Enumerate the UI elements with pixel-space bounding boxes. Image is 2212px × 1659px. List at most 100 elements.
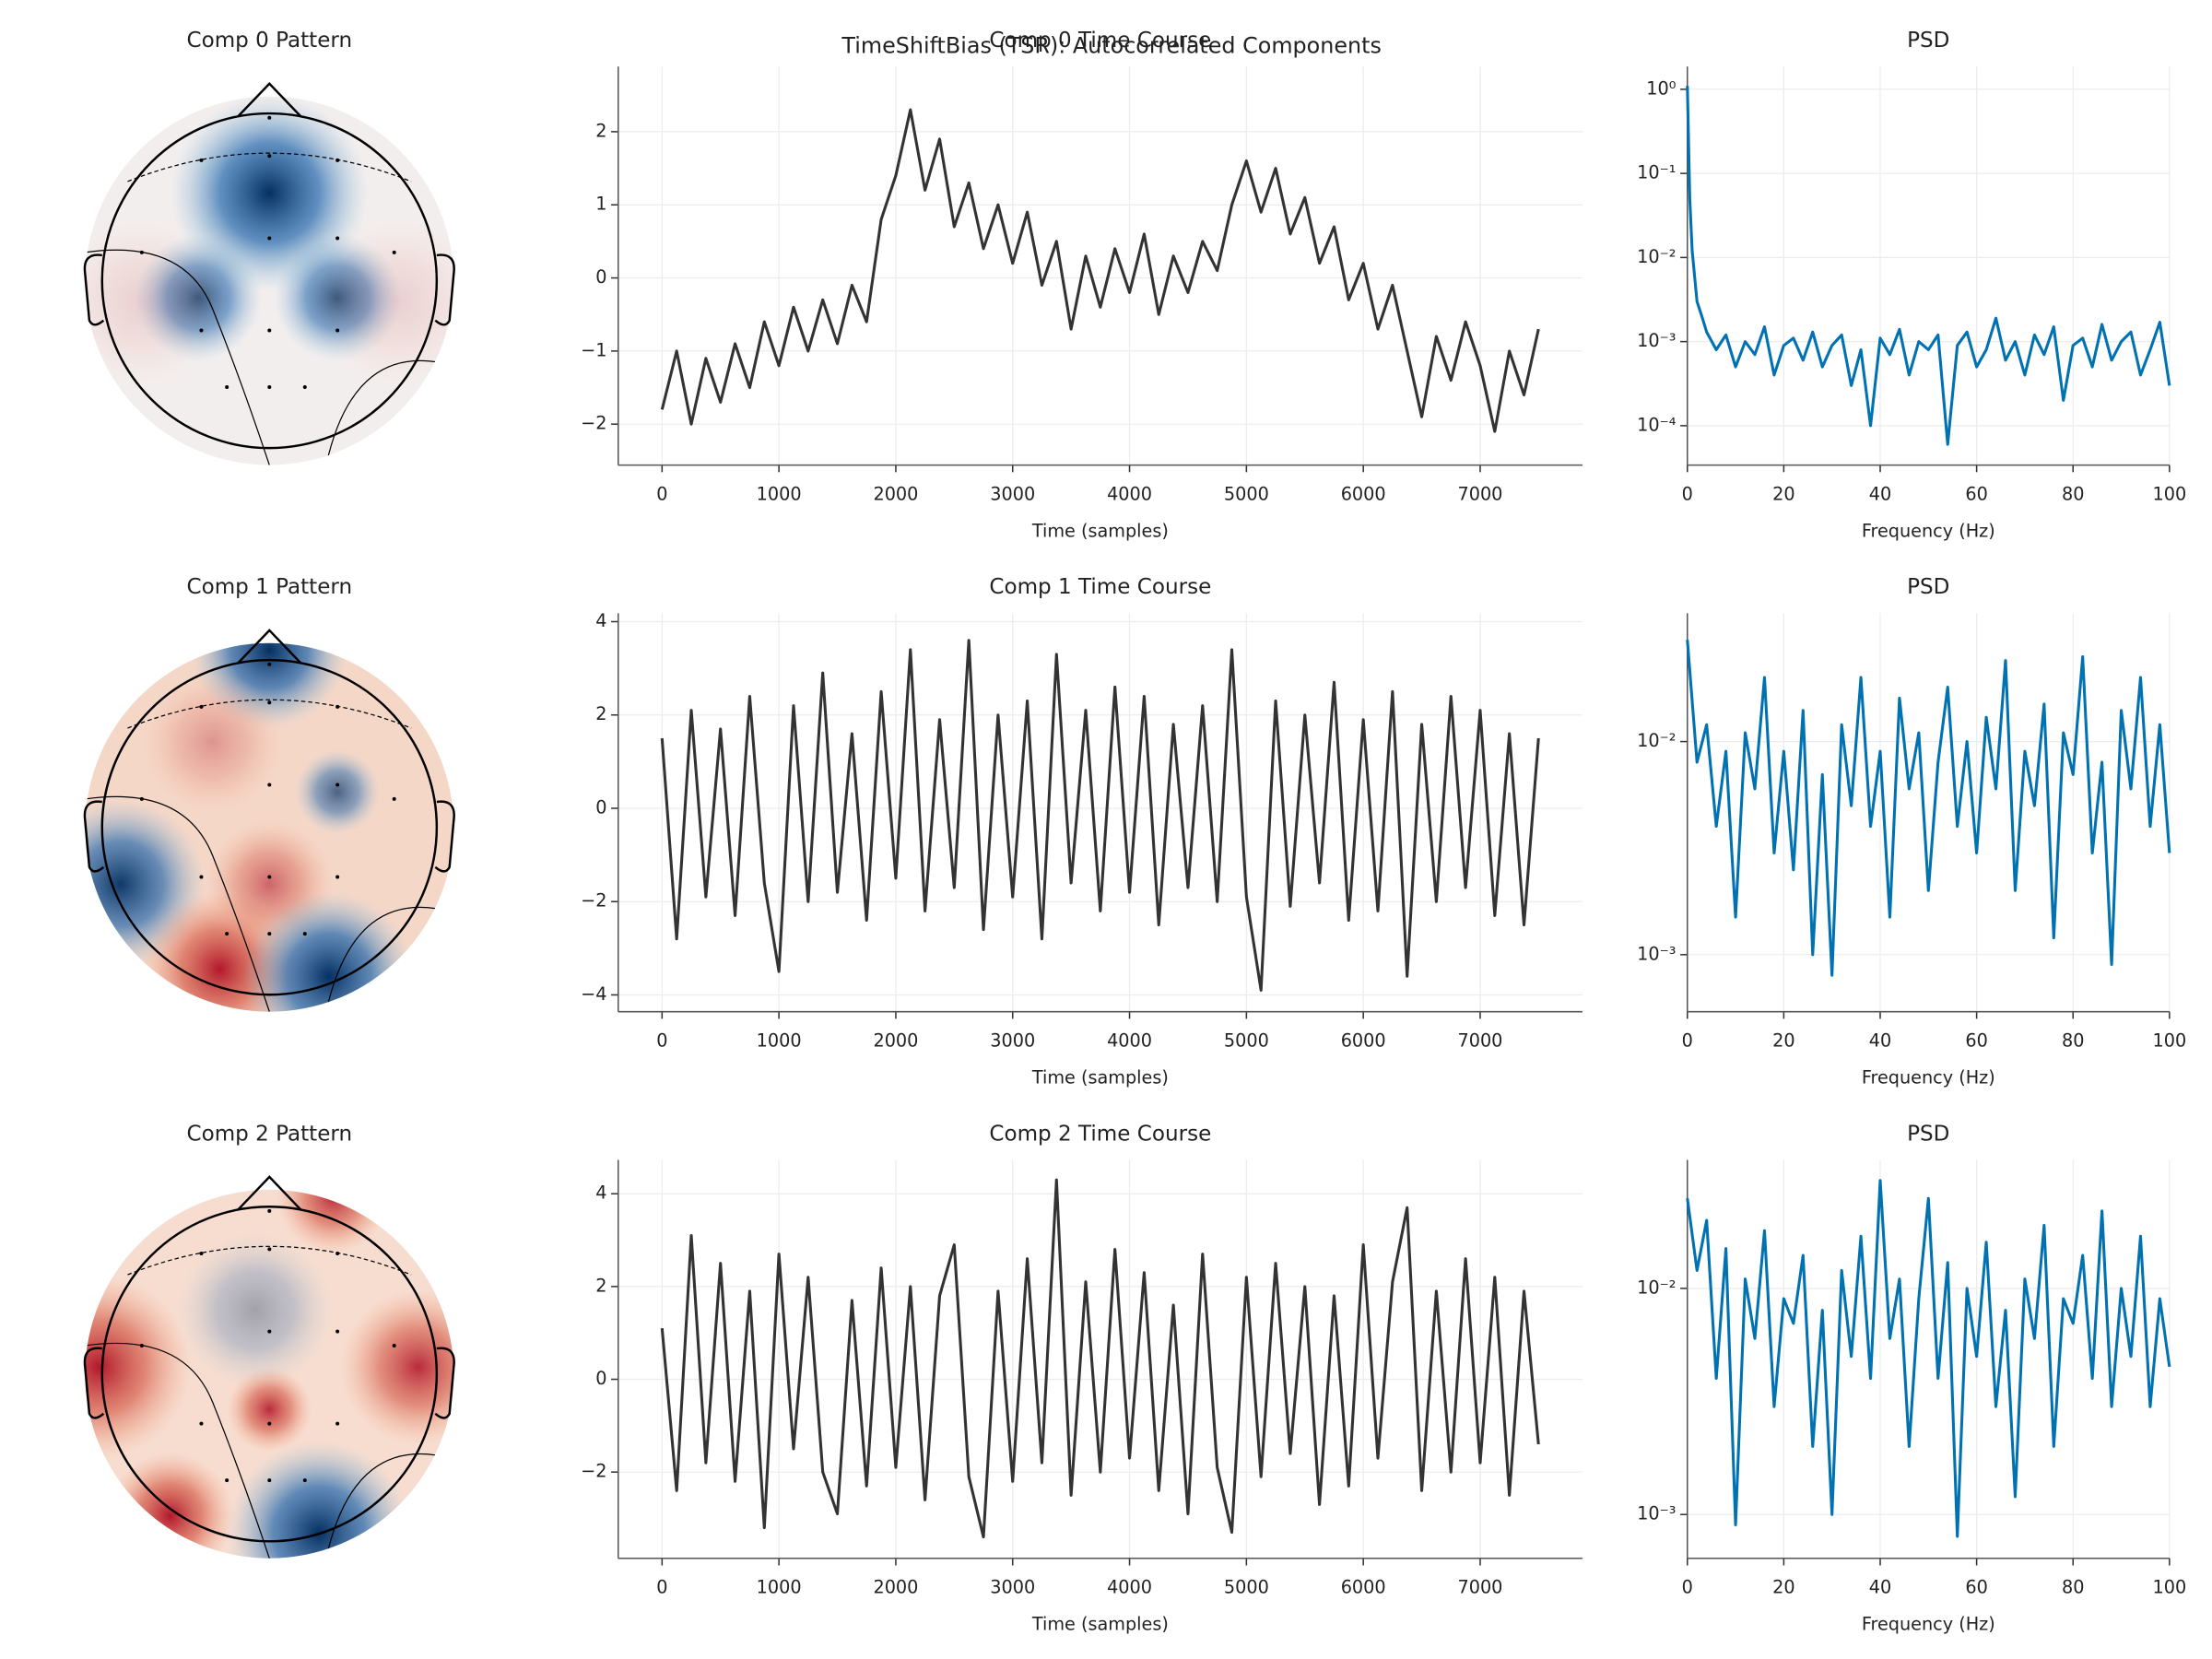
field-blob (177, 1231, 334, 1389)
x-tick-label: 0 (656, 483, 667, 504)
y-tick-label: −2 (581, 413, 606, 434)
head-outline (100, 658, 439, 996)
sensor (225, 385, 229, 390)
topomap (83, 81, 455, 465)
sensor (199, 1421, 204, 1426)
data-line (1686, 640, 2171, 977)
sensor (267, 662, 272, 666)
ear (434, 800, 455, 873)
sensor (199, 875, 204, 879)
sensor (392, 1344, 396, 1347)
x-tick-label: 3000 (990, 483, 1035, 504)
sensor (199, 328, 204, 333)
contour (127, 699, 412, 729)
sensor (335, 1421, 340, 1426)
field-blob (141, 671, 284, 814)
data-line (660, 639, 1540, 992)
x-tick-label: 0 (656, 1030, 667, 1052)
y-tick-label: −2 (581, 1461, 606, 1482)
x-axis-label: Time (samples) (1031, 520, 1169, 541)
x-tick-label: 0 (1682, 483, 1693, 504)
data-line (660, 1178, 1540, 1539)
sensor (267, 1247, 272, 1252)
sensor (335, 782, 340, 787)
y-tick-label: 10⁰ (1646, 77, 1676, 99)
chart-title: Comp 2 Pattern (186, 1122, 352, 1146)
y-tick-label: 10⁻² (1637, 730, 1676, 751)
x-axis-label: Time (samples) (1031, 1067, 1169, 1088)
y-tick-label: −2 (581, 890, 606, 912)
ear (434, 253, 455, 326)
sensor (335, 328, 340, 333)
x-tick-label: 0 (656, 1577, 667, 1598)
field-blob (243, 890, 415, 1012)
x-tick-label: 3000 (990, 1030, 1035, 1052)
topomap-field (85, 1189, 454, 1559)
sensor (199, 704, 204, 709)
data-line (660, 108, 1540, 433)
x-tick-label: 100 (2153, 483, 2187, 504)
field-blob (85, 1275, 192, 1460)
topomap (83, 629, 455, 1012)
data-line (1686, 1179, 2171, 1538)
sensor (225, 932, 229, 936)
field-blob (312, 217, 454, 388)
suptitle: TimeShiftBias (TSR): Autocorrelated Comp… (841, 32, 1381, 58)
chart-title: Comp 2 Time Course (989, 1122, 1211, 1146)
x-tick-label: 1000 (757, 483, 802, 504)
contour (85, 249, 270, 465)
y-tick-label: 4 (595, 610, 606, 631)
x-tick-label: 4000 (1107, 1030, 1152, 1052)
y-tick-label: 10⁻³ (1637, 943, 1676, 964)
field-blob (85, 217, 228, 388)
x-tick-label: 4000 (1107, 1577, 1152, 1598)
chart-title: Comp 1 Time Course (989, 575, 1211, 599)
y-tick-label: 10⁻³ (1637, 1503, 1676, 1524)
x-tick-label: 5000 (1224, 1577, 1269, 1598)
sensor (392, 250, 396, 254)
x-tick-label: 80 (2062, 483, 2084, 504)
sensor (302, 1478, 307, 1483)
sensor (267, 1329, 272, 1334)
x-axis-label: Frequency (Hz) (1862, 1614, 1995, 1635)
y-tick-label: 4 (595, 1182, 606, 1204)
x-tick-label: 3000 (990, 1577, 1035, 1598)
axes: 0 1000 2000 3000 4000 5000 6000 7000 −2 0 2 4 Time (… (581, 1159, 1583, 1635)
y-tick-label: 0 (595, 796, 606, 818)
x-axis-label: Time (samples) (1031, 1614, 1169, 1635)
sensor (199, 1252, 204, 1255)
sensor (267, 385, 272, 390)
x-tick-label: 80 (2062, 1577, 2084, 1598)
topomap (83, 1175, 455, 1559)
x-tick-label: 20 (1772, 1577, 1794, 1598)
sensor (302, 932, 307, 936)
chart-title: PSD (1907, 575, 1949, 599)
x-tick-label: 7000 (1458, 483, 1503, 504)
x-tick-label: 1000 (757, 1030, 802, 1052)
axes: 0 20 40 60 80 100 10⁻² 10⁻³ Frequency (Hz) (1637, 613, 2186, 1088)
x-tick-label: 6000 (1341, 1577, 1386, 1598)
y-tick-label: 10⁻² (1637, 1277, 1676, 1298)
sensor (392, 796, 396, 801)
x-tick-label: 40 (1869, 1030, 1891, 1052)
nose (237, 1175, 302, 1211)
contour (127, 1245, 412, 1276)
field-blob (227, 1367, 312, 1453)
sensor (139, 1344, 144, 1347)
sensor (335, 1329, 340, 1334)
x-tick-label: 100 (2153, 1030, 2187, 1052)
sensor (199, 158, 204, 162)
x-axis-label: Frequency (Hz) (1862, 1067, 1995, 1088)
sensor (302, 385, 307, 390)
axes: 0 1000 2000 3000 4000 5000 6000 7000 −4 −2 0 2 4 Time… (581, 610, 1583, 1088)
x-tick-label: 2000 (873, 483, 918, 504)
sensor (267, 154, 272, 159)
ear (83, 1347, 105, 1419)
axes: 0 20 40 60 80 100 10⁰ 10⁻¹ 10⁻² 10⁻³ 10⁻⁴ Frequency… (1637, 66, 2186, 541)
sensor (267, 700, 272, 705)
y-tick-label: 2 (595, 703, 606, 724)
ear (434, 1347, 455, 1419)
y-tick-label: 0 (595, 1368, 606, 1389)
